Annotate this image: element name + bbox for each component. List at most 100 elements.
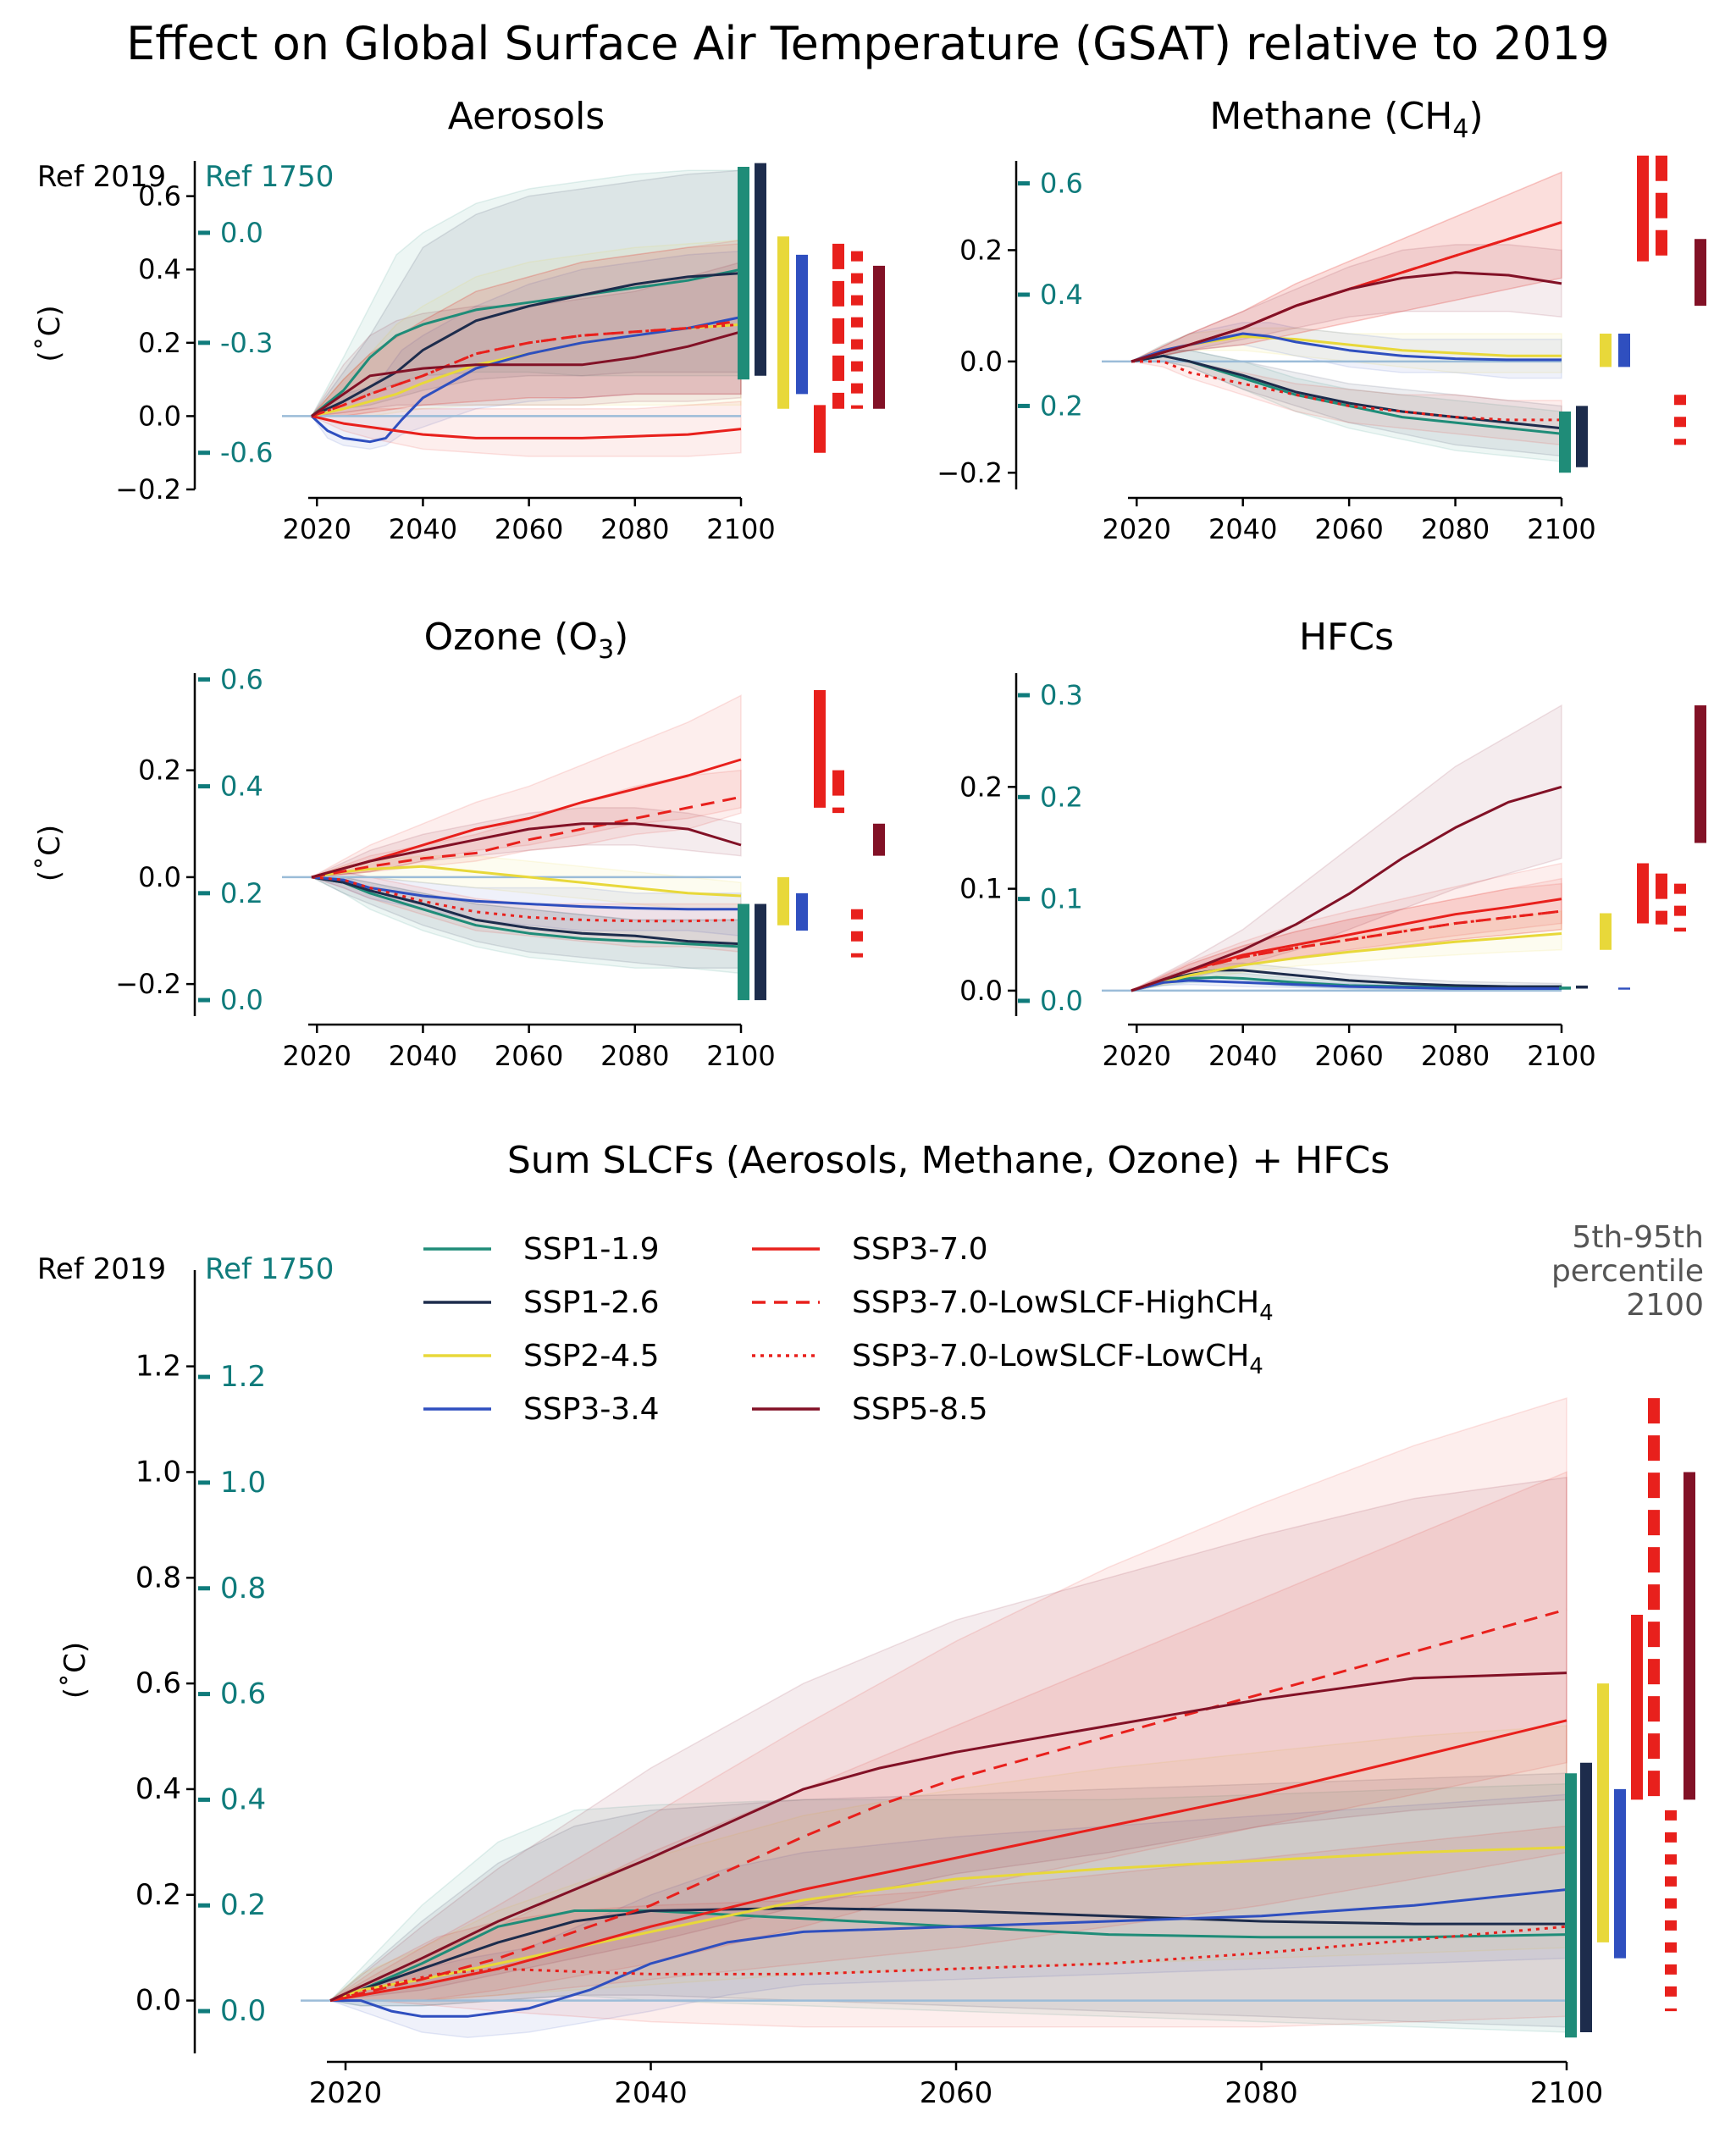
x-tick-label: 2040	[1208, 513, 1277, 545]
line-ssp3-7-0-lowslcf-lowch4	[329, 1925, 1567, 2003]
line-ssp3-7-0-lowslcf-lowch4	[1131, 360, 1562, 422]
x-tick-label: 2100	[1527, 513, 1595, 545]
x-tick-label: 2020	[283, 1040, 351, 1072]
percentile-note-line: 2100	[1626, 1288, 1704, 1323]
y-tick-label: 0.6	[138, 180, 181, 213]
y-tick-label: 0.2	[138, 754, 181, 787]
legend-item-ssp3-3-4: SSP3-3.4	[423, 1392, 660, 1427]
line-ssp3-7-0-lowslcf-lowch4	[1131, 909, 1562, 992]
line-ssp3-3-4	[310, 316, 742, 444]
legend-item-ssp2-4-5: SSP2-4.5	[423, 1339, 660, 1373]
ref1750-tick-label: 0.0	[220, 1994, 266, 2028]
line-ssp3-7-0-lowslcf-highch4	[311, 319, 742, 417]
y-tick-label: 0.8	[135, 1561, 181, 1594]
ref2019-label: Ref 2019	[37, 160, 166, 194]
ref1750-tick-label: 0.4	[220, 771, 263, 803]
band-ssp3-7-0-lowslcf-highch4	[1131, 171, 1562, 362]
line-ssp1-1-9	[329, 1909, 1567, 2003]
x-tick-label: 2080	[600, 1040, 669, 1072]
y-tick-label: 0.6	[135, 1666, 181, 1700]
panel-title: Aerosols	[448, 95, 605, 138]
x-tick-label: 2100	[706, 513, 775, 545]
x-tick-label: 2080	[600, 513, 669, 545]
x-tick-label: 2040	[389, 513, 457, 545]
y-tick-label: 0.2	[138, 327, 181, 359]
ref1750-tick-label: 0.6	[220, 663, 263, 695]
band-ssp3-7-0	[311, 694, 742, 878]
legend-item-ssp1-2-6: SSP1-2.6	[423, 1285, 660, 1320]
percentile-note-line: percentile	[1551, 1254, 1704, 1289]
x-tick-label: 2060	[920, 2076, 993, 2110]
line-ssp1-2-6	[311, 272, 742, 417]
legend-label: SSP1-1.9	[523, 1232, 660, 1267]
line-ssp1-2-6	[311, 876, 742, 946]
y-axis-label: (˚C)	[33, 305, 67, 362]
line-ssp3-7-0-lowslcf-highch4	[1131, 909, 1562, 992]
legend-label: SSP3-7.0	[852, 1232, 988, 1267]
y-tick-label: −0.2	[115, 968, 181, 1000]
ref1750-tick-label: 0.0	[220, 984, 263, 1016]
panels: Aerosols −0.2 0.0 0.2 0.4 0.6 0.0 -0.3 -0.6 2020 2…	[33, 95, 1706, 2110]
x-tick-label: 2080	[1225, 2076, 1298, 2110]
line-ssp3-7-0	[329, 1719, 1567, 2003]
x-tick-label: 2100	[706, 1040, 775, 1072]
panel-aerosols: Aerosols −0.2 0.0 0.2 0.4 0.6 0.0 -0.3 -0.6 2020 2…	[33, 95, 885, 545]
line-ssp2-4-5	[311, 865, 742, 898]
figure-title: Effect on Global Surface Air Temperature…	[126, 17, 1610, 70]
y-tick-label: 0.0	[138, 861, 181, 893]
ref1750-tick-label: 0.4	[220, 1782, 266, 1816]
panel-title: Ozone (O3)	[424, 616, 629, 665]
ref1750-label: Ref 1750	[205, 1252, 334, 1286]
ref1750-tick-label: 0.2	[1040, 781, 1083, 813]
x-tick-label: 2060	[1314, 513, 1383, 545]
ref1750-tick-label: 1.0	[220, 1466, 266, 1500]
line-ssp3-7-0-lowslcf-highch4	[329, 1608, 1567, 2003]
line-ssp3-3-4	[311, 876, 741, 911]
x-tick-label: 2060	[495, 513, 563, 545]
ref1750-tick-label: 0.4	[1040, 279, 1083, 311]
line-ssp1-2-6	[1131, 354, 1562, 430]
line-ssp3-7-0	[311, 758, 742, 879]
legend-label: SSP5-8.5	[852, 1392, 988, 1427]
y-axis-label: (˚C)	[33, 825, 67, 881]
x-tick-label: 2060	[495, 1040, 563, 1072]
line-ssp3-7-0	[1131, 898, 1562, 992]
panel-title: Sum SLCFs (Aerosols, Methane, Ozone) + H…	[507, 1139, 1390, 1182]
percentile-note-line: 5th-95th	[1572, 1220, 1704, 1255]
x-tick-label: 2020	[1103, 513, 1171, 545]
x-tick-label: 2100	[1527, 1040, 1595, 1072]
panel-ozone-o: Ozone (O3) −0.2 0.0 0.2 0.6 0.4 0.2 0.0 2020 2040…	[33, 616, 885, 1072]
x-tick-label: 2020	[283, 513, 351, 545]
x-tick-label: 2020	[309, 2076, 383, 2110]
y-tick-label: 0.4	[135, 1772, 181, 1806]
band-ssp5-8-5	[311, 807, 742, 878]
ref1750-tick-label: 0.2	[220, 877, 263, 909]
line-ssp5-8-5	[311, 330, 742, 417]
legend-item-ssp3-7-0-lowslcf-highch4: SSP3-7.0-LowSLCF-HighCH4	[752, 1285, 1274, 1326]
legend-label: SSP3-3.4	[523, 1392, 660, 1427]
y-tick-label: −0.2	[937, 456, 1003, 489]
line-ssp5-8-5	[1131, 271, 1562, 363]
y-tick-label: −0.2	[115, 473, 181, 506]
legend-label: SSP1-2.6	[523, 1285, 660, 1320]
legend-label: SSP3-7.0-LowSLCF-LowCH4	[852, 1339, 1263, 1379]
legend: SSP1-1.9 SSP1-2.6 SSP2-4.5 SSP3-3.4 SSP3-7.0…	[423, 1232, 1274, 1427]
legend-label: SSP3-7.0-LowSLCF-HighCH4	[852, 1285, 1274, 1326]
x-tick-label: 2040	[614, 2076, 688, 2110]
x-tick-label: 2060	[1314, 1040, 1383, 1072]
y-tick-label: 0.4	[138, 253, 181, 285]
legend-item-ssp3-7-0-lowslcf-lowch4: SSP3-7.0-LowSLCF-LowCH4	[752, 1339, 1263, 1379]
ref1750-tick-label: 0.0	[1040, 985, 1083, 1017]
legend-item-ssp5-8-5: SSP5-8.5	[752, 1392, 988, 1427]
legend-label: SSP2-4.5	[523, 1339, 660, 1373]
y-tick-label: 0.2	[959, 771, 1003, 803]
x-tick-label: 2100	[1530, 2076, 1604, 2110]
line-ssp5-8-5	[311, 822, 742, 879]
line-ssp2-4-5	[1131, 932, 1562, 992]
panel-methane-ch: Methane (CH4) −0.2 0.0 0.2 0.6 0.4 0.2 2020 2040…	[937, 95, 1706, 545]
ref1750-tick-label: 0.2	[1040, 390, 1083, 422]
ref1750-tick-label: -0.3	[220, 327, 273, 359]
y-tick-label: 0.0	[135, 1984, 181, 2018]
ref1750-tick-label: 0.1	[1040, 883, 1083, 915]
